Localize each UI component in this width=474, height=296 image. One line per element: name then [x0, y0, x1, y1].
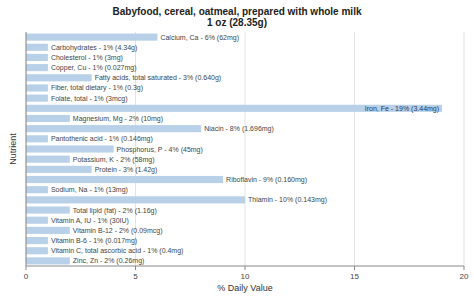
bar — [26, 247, 48, 254]
tick-label: 20 — [460, 272, 469, 281]
x-axis-label: % Daily Value — [217, 283, 272, 293]
tick-mark — [354, 266, 355, 270]
bar — [26, 237, 48, 244]
bar-label: Pantothenic acid - 1% (0.146mg) — [51, 135, 153, 143]
grid-line — [464, 32, 465, 266]
grid-line — [26, 32, 27, 266]
bar — [26, 74, 92, 81]
tick-label: 15 — [350, 272, 359, 281]
bar-label: Vitamin A, IU - 1% (30IU) — [51, 217, 129, 225]
bar — [26, 135, 48, 142]
tick-label: 5 — [133, 272, 138, 281]
bar — [26, 125, 201, 132]
bar-label: Niacin - 8% (1.696mg) — [204, 125, 274, 133]
bar-label: Phosphorus, P - 4% (45mg) — [117, 146, 203, 154]
grid-line — [354, 32, 355, 266]
bar — [26, 95, 48, 102]
bar — [26, 156, 70, 163]
bar-label: Copper, Cu - 1% (0.027mg) — [51, 64, 137, 72]
bar-label: Carbohydrates - 1% (4.34g) — [51, 44, 137, 52]
bar — [26, 44, 48, 51]
bar-label: Magnesium, Mg - 2% (10mg) — [73, 115, 163, 123]
tick-label: 0 — [24, 272, 29, 281]
bar-label: Protein - 3% (1.42g) — [95, 166, 158, 174]
bar-label: Vitamin B-6 - 1% (0.017mg) — [51, 237, 137, 245]
bar — [26, 64, 48, 71]
bar — [26, 105, 442, 112]
x-axis — [26, 266, 464, 267]
bar — [26, 54, 48, 61]
bar — [26, 145, 114, 152]
bar-label: Fiber, total dietary - 1% (0.3g) — [51, 84, 143, 92]
bar — [26, 196, 245, 203]
bar — [26, 186, 48, 193]
y-axis — [26, 32, 27, 266]
bar-label: Cholesterol - 1% (3mg) — [51, 54, 123, 62]
tick-mark — [245, 266, 246, 270]
title: Babyfood, cereal, oatmeal, prepared with… — [113, 6, 362, 28]
bar — [26, 176, 223, 183]
bar-label: Potassium, K - 2% (58mg) — [73, 156, 155, 164]
tick-mark — [26, 266, 27, 270]
bar — [26, 227, 70, 234]
bar-label: Vitamin C, total ascorbic acid - 1% (0.4… — [51, 247, 184, 255]
bar-label: Sodium, Na - 1% (13mg) — [51, 186, 128, 194]
bar — [26, 257, 70, 264]
tick-mark — [464, 266, 465, 270]
chart: Babyfood, cereal, oatmeal, prepared with… — [0, 0, 474, 296]
bar-label: Total lipid (fat) - 2% (1.16g) — [73, 207, 157, 215]
tick-label: 10 — [241, 272, 250, 281]
bar — [26, 206, 70, 213]
bar — [26, 84, 48, 91]
grid-line — [245, 32, 246, 266]
tick-mark — [135, 266, 136, 270]
y-axis-label: Nutrient — [8, 133, 18, 165]
bar-label: Thiamin - 10% (0.143mg) — [248, 196, 327, 204]
bar-label: Vitamin B-12 - 2% (0.09mcg) — [73, 227, 163, 235]
bar-label: Fatty acids, total saturated - 3% (0.640… — [95, 74, 221, 82]
bar-label: Folate, total - 1% (3mcg) — [51, 95, 128, 103]
bar — [26, 166, 92, 173]
bar-label: Riboflavin - 9% (0.160mg) — [226, 176, 307, 184]
bar-label: Zinc, Zn - 2% (0.26mg) — [73, 257, 145, 265]
bar — [26, 115, 70, 122]
bar-label: Iron, Fe - 19% (3.44mg) — [365, 105, 439, 113]
grid — [26, 32, 464, 266]
bar — [26, 34, 157, 41]
bar — [26, 217, 48, 224]
bar-label: Calcium, Ca - 6% (62mg) — [160, 34, 239, 42]
